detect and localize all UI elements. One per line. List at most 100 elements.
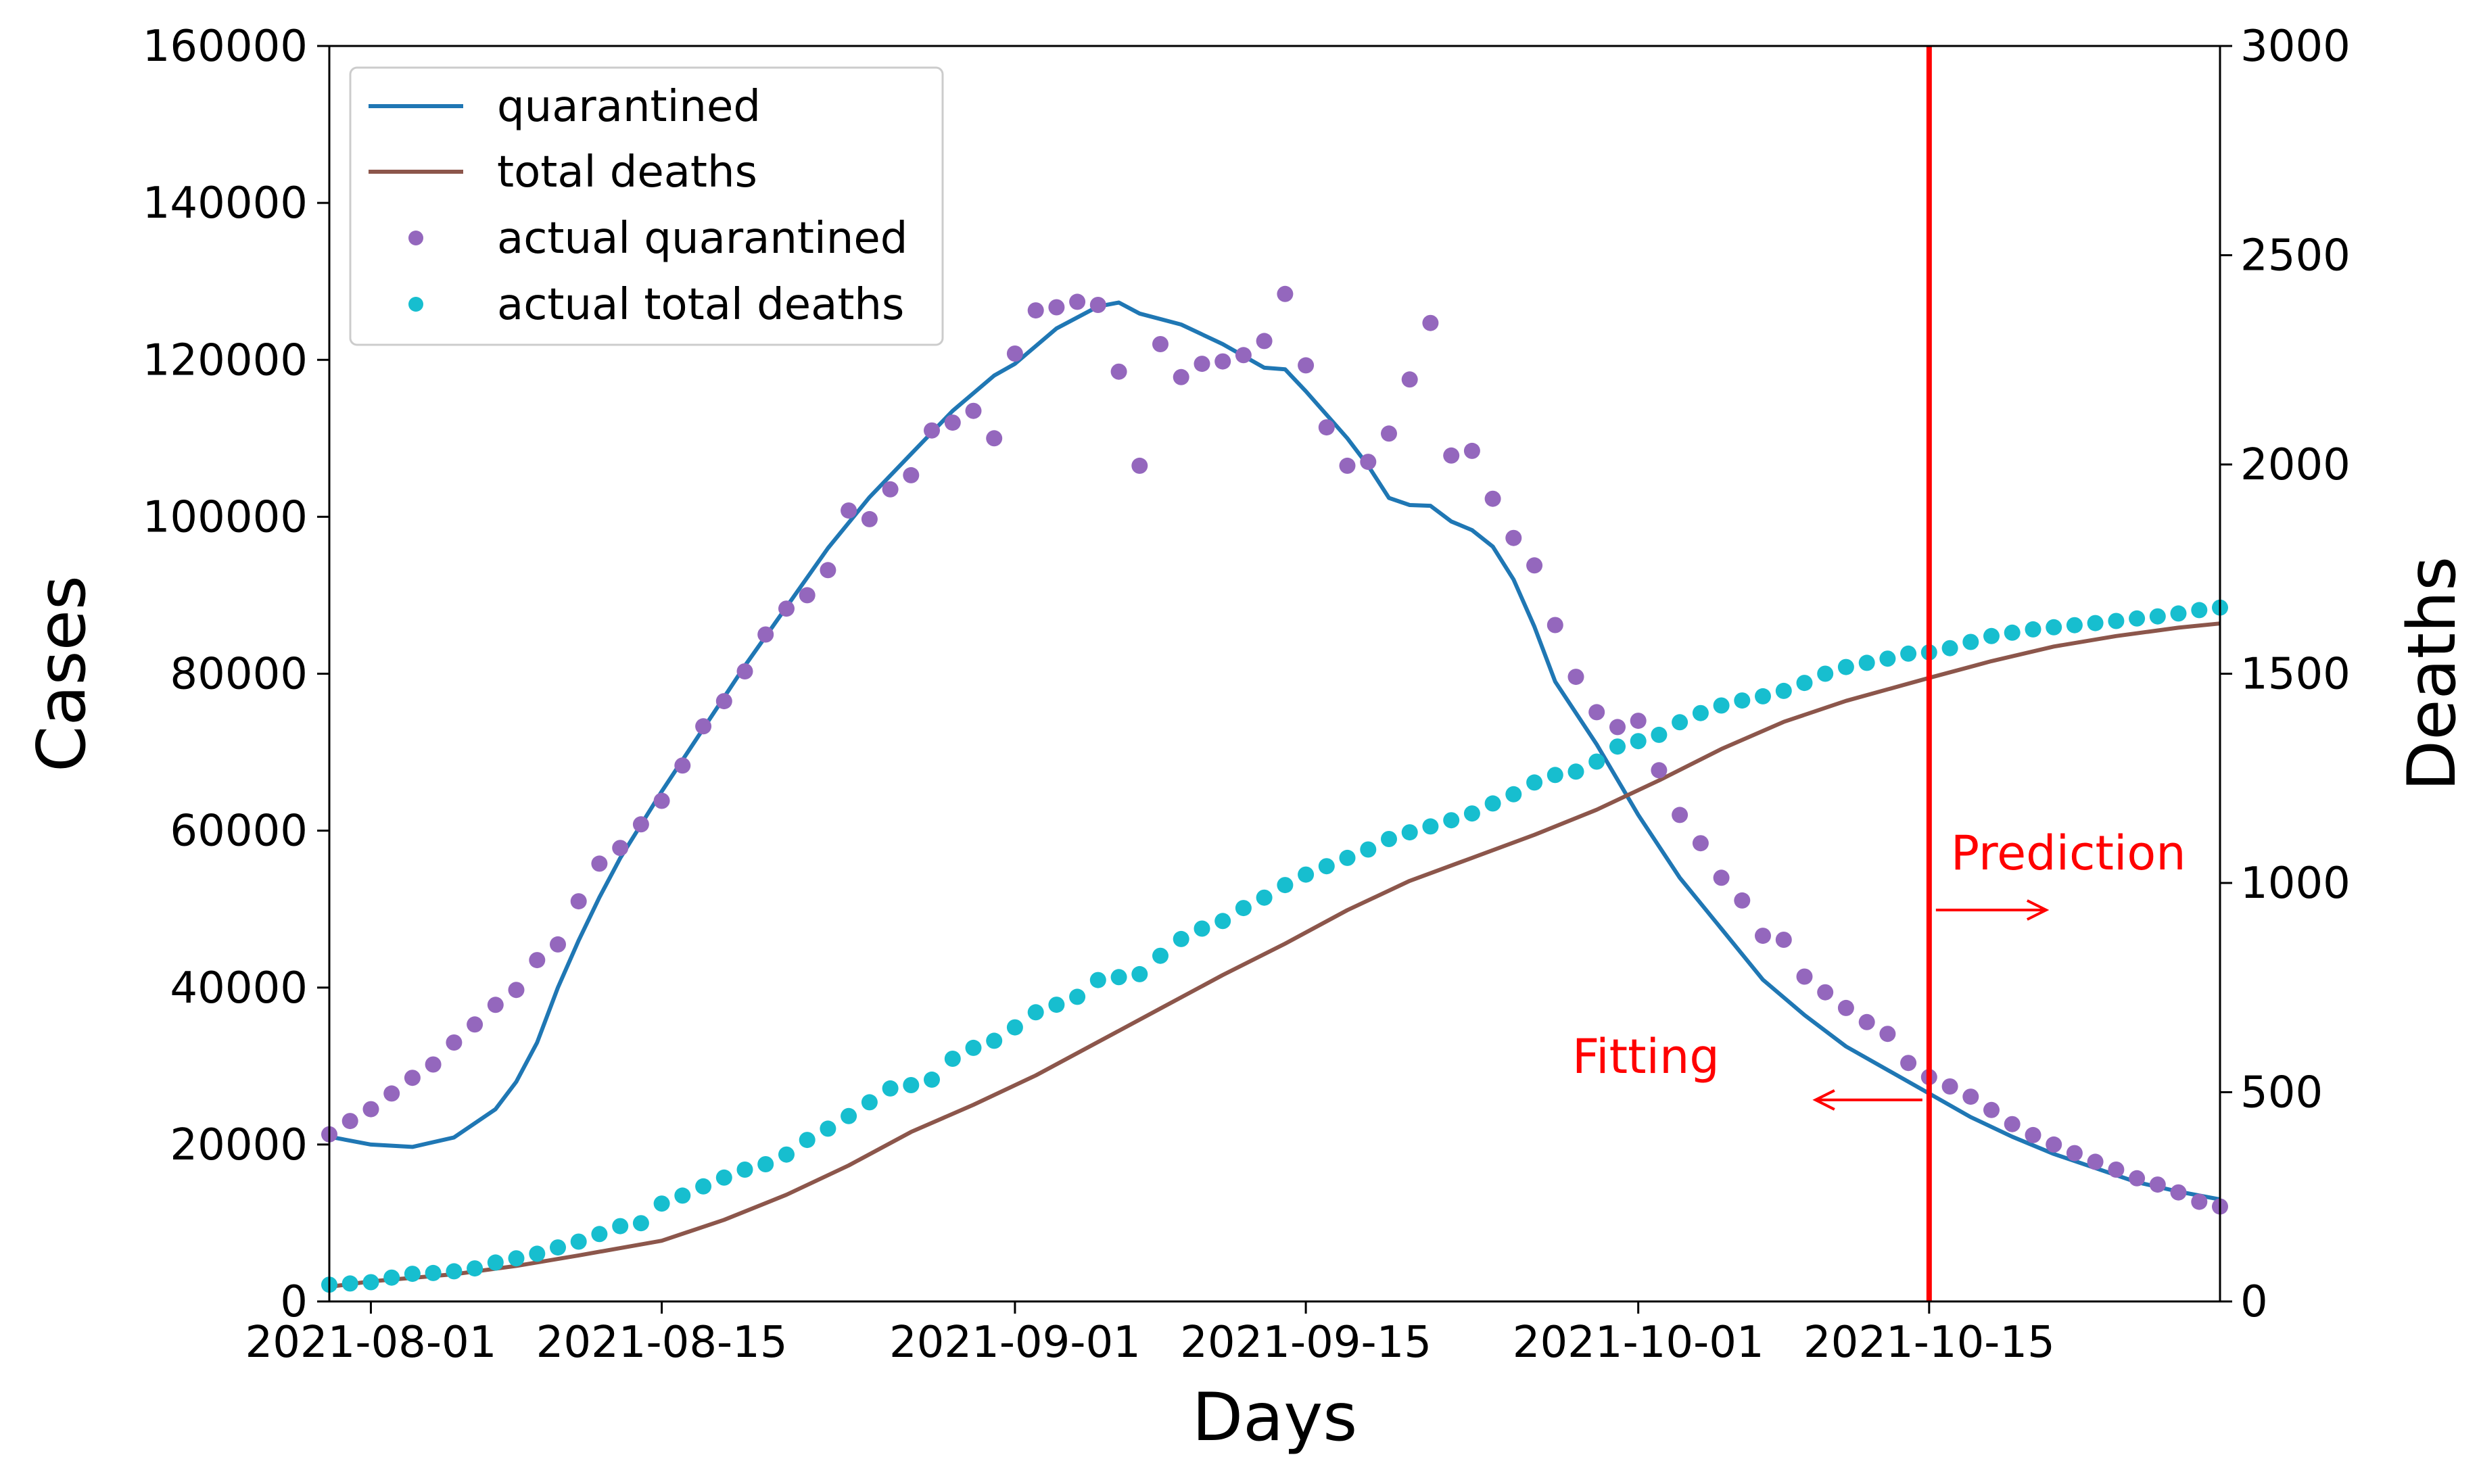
- point-actual-quarantined: [882, 481, 899, 498]
- point-actual-total-deaths: [1214, 913, 1231, 930]
- point-actual-quarantined: [674, 757, 691, 774]
- point-actual-quarantined: [1256, 333, 1273, 350]
- point-actual-quarantined: [1152, 336, 1168, 352]
- y-tick-label: 20000: [170, 1120, 308, 1170]
- point-actual-total-deaths: [1006, 1019, 1023, 1036]
- point-actual-quarantined: [903, 466, 920, 483]
- point-actual-total-deaths: [882, 1080, 899, 1097]
- point-actual-quarantined: [1235, 347, 1252, 364]
- series-layer: [321, 285, 2228, 1293]
- point-actual-total-deaths: [446, 1263, 463, 1280]
- y2-tick-label: 3000: [2240, 22, 2351, 72]
- point-actual-total-deaths: [425, 1264, 442, 1281]
- point-actual-quarantined: [1214, 353, 1231, 370]
- x-tick-label: 2021-10-01: [1513, 1318, 1764, 1368]
- point-actual-quarantined: [2004, 1116, 2021, 1132]
- y-tick-label: 160000: [143, 22, 308, 72]
- point-actual-total-deaths: [820, 1120, 836, 1137]
- point-actual-total-deaths: [1360, 841, 1377, 858]
- point-actual-quarantined: [1401, 371, 1418, 388]
- y-tick-label: 40000: [170, 963, 308, 1013]
- point-actual-quarantined: [2170, 1184, 2187, 1201]
- point-actual-total-deaths: [1692, 704, 1709, 721]
- annotation-prediction: Prediction: [1951, 825, 2186, 881]
- point-actual-total-deaths: [2149, 608, 2166, 625]
- point-actual-total-deaths: [341, 1275, 358, 1292]
- x-tick-label: 2021-09-15: [1180, 1318, 1432, 1368]
- point-actual-quarantined: [1131, 457, 1148, 474]
- point-actual-total-deaths: [1173, 930, 1189, 947]
- point-actual-quarantined: [1360, 454, 1377, 471]
- point-actual-total-deaths: [924, 1071, 940, 1088]
- point-actual-quarantined: [529, 952, 546, 969]
- y-tick-label: 80000: [170, 650, 308, 700]
- point-actual-quarantined: [612, 840, 629, 857]
- point-actual-total-deaths: [1796, 675, 1813, 692]
- y-tick-label: 60000: [170, 807, 308, 857]
- legend-label-actual-total-deaths: actual total deaths: [497, 280, 904, 330]
- point-actual-total-deaths: [362, 1274, 379, 1291]
- point-actual-quarantined: [2149, 1176, 2166, 1193]
- point-actual-quarantined: [1006, 345, 1023, 362]
- point-actual-total-deaths: [1235, 900, 1252, 917]
- point-actual-total-deaths: [2087, 615, 2104, 631]
- point-actual-total-deaths: [1609, 738, 1626, 755]
- point-actual-quarantined: [695, 718, 712, 735]
- y2-tick-label: 0: [2240, 1277, 2268, 1327]
- point-actual-quarantined: [1796, 968, 1813, 985]
- point-actual-quarantined: [1588, 704, 1605, 721]
- y2-tick-label: 2000: [2240, 440, 2351, 490]
- point-actual-quarantined: [1526, 557, 1543, 574]
- point-actual-quarantined: [341, 1113, 358, 1130]
- point-actual-total-deaths: [841, 1107, 857, 1124]
- point-actual-total-deaths: [1298, 866, 1315, 883]
- point-actual-total-deaths: [2046, 619, 2062, 636]
- point-actual-total-deaths: [591, 1226, 608, 1243]
- point-actual-total-deaths: [715, 1169, 732, 1186]
- point-actual-quarantined: [2191, 1193, 2208, 1210]
- legend-swatch-actual-quarantined: [408, 231, 423, 245]
- point-actual-quarantined: [1381, 425, 1397, 442]
- point-actual-total-deaths: [2129, 610, 2146, 627]
- point-actual-quarantined: [1692, 835, 1709, 852]
- point-actual-total-deaths: [1962, 633, 1979, 650]
- point-actual-total-deaths: [1463, 805, 1480, 822]
- point-actual-total-deaths: [1858, 654, 1875, 671]
- point-actual-quarantined: [1817, 984, 1834, 1001]
- point-actual-quarantined: [446, 1034, 463, 1051]
- point-actual-total-deaths: [1401, 824, 1418, 841]
- point-actual-total-deaths: [1755, 688, 1771, 704]
- point-actual-quarantined: [1775, 932, 1792, 948]
- annotation-fitting: Fitting: [1572, 1029, 1720, 1084]
- point-actual-quarantined: [1443, 447, 1460, 464]
- point-actual-quarantined: [1941, 1078, 1958, 1095]
- point-actual-quarantined: [1734, 892, 1751, 909]
- point-actual-quarantined: [487, 997, 504, 1013]
- ticks: 0200004000060000800001000001200001400001…: [143, 22, 2351, 1368]
- point-actual-quarantined: [1173, 368, 1189, 385]
- y2-axis-title: Deaths: [2394, 556, 2471, 791]
- point-actual-quarantined: [1277, 285, 1294, 302]
- point-actual-quarantined: [632, 816, 649, 833]
- x-tick-label: 2021-08-15: [536, 1318, 788, 1368]
- point-actual-total-deaths: [1318, 858, 1335, 875]
- point-actual-quarantined: [2066, 1145, 2083, 1162]
- point-actual-total-deaths: [1048, 997, 1065, 1013]
- legend: quarantined total deaths actual quaranti…: [349, 66, 944, 346]
- y2-tick-label: 500: [2240, 1068, 2323, 1118]
- point-actual-total-deaths: [965, 1039, 982, 1056]
- point-actual-total-deaths: [2191, 602, 2208, 619]
- point-actual-total-deaths: [1256, 889, 1273, 906]
- point-actual-total-deaths: [1588, 753, 1605, 770]
- point-actual-quarantined: [1567, 669, 1584, 686]
- point-actual-total-deaths: [1277, 877, 1294, 894]
- y-axis-title: Cases: [24, 575, 101, 772]
- point-actual-total-deaths: [1900, 645, 1917, 662]
- point-actual-total-deaths: [1837, 659, 1854, 675]
- point-actual-total-deaths: [2066, 617, 2083, 633]
- point-actual-total-deaths: [1630, 733, 1647, 750]
- y-tick-label: 100000: [143, 492, 308, 542]
- point-actual-quarantined: [1422, 314, 1439, 331]
- point-actual-quarantined: [2087, 1153, 2104, 1170]
- point-actual-quarantined: [861, 510, 878, 527]
